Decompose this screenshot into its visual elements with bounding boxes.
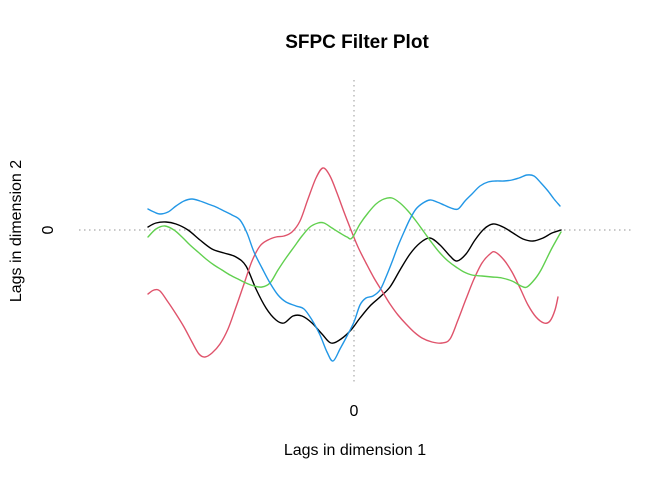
- series-curves: [147, 167, 562, 362]
- series-green-curve: [147, 197, 562, 289]
- chart-title: SFPC Filter Plot: [285, 32, 429, 53]
- series-red-curve: [147, 167, 559, 358]
- x-axis-tick-zero: 0: [350, 403, 359, 420]
- series-blue-curve: [147, 174, 561, 362]
- y-axis-tick-zero: 0: [40, 225, 57, 234]
- y-axis-title: Lags in dimension 2: [8, 160, 25, 302]
- x-axis-title: Lags in dimension 1: [284, 442, 426, 459]
- series-black-curve: [147, 221, 562, 344]
